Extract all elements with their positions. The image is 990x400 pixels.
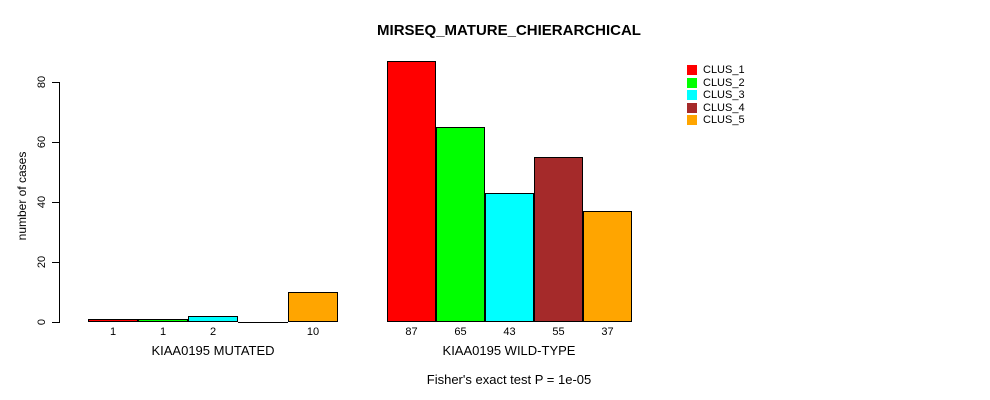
y-tick-label-text: 0 <box>36 318 48 326</box>
bar-value-label: 55 <box>552 326 565 338</box>
legend-swatch-icon <box>687 102 697 113</box>
group-label-wild-type: KIAA0195 WILD-TYPE <box>442 343 576 358</box>
y-axis-line <box>59 82 60 323</box>
bar-value-label: 43 <box>503 326 516 338</box>
legend-label: CLUS_4 <box>703 101 745 114</box>
bar-value-label: 65 <box>454 326 467 338</box>
bar-value-label: 1 <box>159 326 167 338</box>
group-label-mutated: KIAA0195 MUTATED <box>151 343 275 358</box>
bar-clus_2-group1 <box>138 319 188 322</box>
y-tick <box>52 202 59 203</box>
bar-value-label: 10 <box>306 326 320 338</box>
y-tick <box>52 142 59 143</box>
bar-value-label: 37 <box>601 326 614 338</box>
bar-value-label: 2 <box>209 326 217 338</box>
bar-value-label: 87 <box>405 326 418 338</box>
chart-title: MIRSEQ_MATURE_CHIERARCHICAL <box>377 22 641 39</box>
bar-clus_1-group2 <box>387 61 436 322</box>
legend-label: CLUS_3 <box>703 89 745 101</box>
legend-label: CLUS_5 <box>703 114 745 126</box>
y-tick-label-text: 40 <box>36 195 48 209</box>
legend-swatch-icon <box>687 90 697 100</box>
legend-item-clus_1: CLUS_1 <box>687 64 745 76</box>
legend-label: CLUS_1 <box>703 64 745 76</box>
bar-value-label: 1 <box>109 326 117 338</box>
legend-item-clus_4: CLUS_4 <box>687 102 745 114</box>
legend-label: CLUS_2 <box>703 76 745 89</box>
y-tick-label-text: 20 <box>36 255 48 269</box>
y-tick <box>52 82 59 83</box>
bar-clus_2-group2 <box>436 127 485 322</box>
legend-item-clus_3: CLUS_3 <box>687 89 745 101</box>
y-tick <box>52 262 59 263</box>
legend-swatch-icon <box>687 115 697 125</box>
legend-swatch-icon <box>687 65 697 75</box>
legend-swatch-icon <box>687 77 697 88</box>
y-tick-label-text: 80 <box>36 75 48 89</box>
bar-clus_4-group2 <box>534 157 583 322</box>
legend-item-clus_2: CLUS_2 <box>687 77 745 89</box>
bar-clus_1-group1 <box>88 319 138 322</box>
legend-item-clus_5: CLUS_5 <box>687 114 745 126</box>
bar-clus_5-group1 <box>288 292 338 322</box>
bar-clus_3-group1 <box>188 316 238 322</box>
y-axis-title-text: number of cases <box>15 151 29 241</box>
y-tick <box>52 322 59 323</box>
bar-clus_3-group2 <box>485 193 534 322</box>
bar-clus_4-group1 <box>238 322 288 323</box>
statistical-test-note: Fisher's exact test P = 1e-05 <box>426 372 592 387</box>
y-tick-label-text: 60 <box>36 135 48 149</box>
bar-clus_5-group2 <box>583 211 632 322</box>
